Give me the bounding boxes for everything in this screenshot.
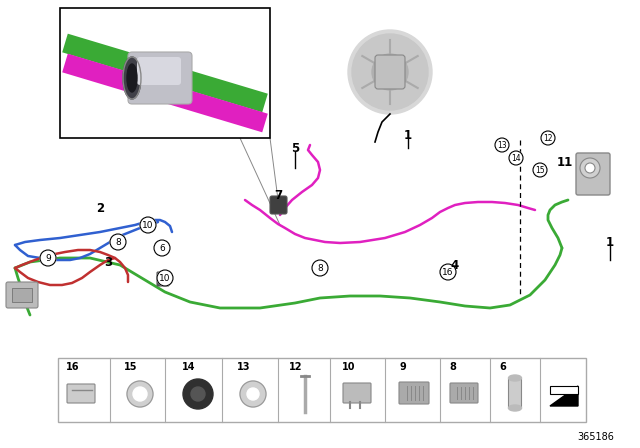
Circle shape: [580, 158, 600, 178]
Circle shape: [509, 151, 523, 165]
FancyBboxPatch shape: [157, 272, 169, 286]
Text: 5: 5: [291, 142, 299, 155]
Bar: [58, 358, 586, 422]
FancyBboxPatch shape: [270, 196, 287, 214]
Circle shape: [585, 163, 595, 173]
Text: 8: 8: [317, 263, 323, 272]
Text: 3: 3: [104, 255, 112, 268]
Text: 12: 12: [543, 134, 553, 142]
Circle shape: [154, 240, 170, 256]
Text: 9: 9: [399, 362, 406, 372]
Text: 6: 6: [159, 244, 165, 253]
Text: 1: 1: [404, 129, 412, 142]
Text: 16: 16: [66, 362, 79, 372]
Text: 12: 12: [289, 362, 303, 372]
Circle shape: [247, 388, 259, 400]
FancyBboxPatch shape: [450, 383, 478, 403]
Circle shape: [380, 62, 400, 82]
Text: 1: 1: [606, 236, 614, 249]
FancyBboxPatch shape: [128, 52, 192, 104]
FancyBboxPatch shape: [6, 282, 38, 308]
Polygon shape: [550, 386, 578, 406]
Circle shape: [440, 264, 456, 280]
Bar: [550, 386, 578, 394]
Text: 10: 10: [342, 362, 355, 372]
Text: 2: 2: [96, 202, 104, 215]
Bar: [508, 378, 521, 408]
Ellipse shape: [127, 64, 137, 92]
Text: 9: 9: [45, 254, 51, 263]
Text: 11: 11: [557, 155, 573, 168]
Circle shape: [191, 387, 205, 401]
Circle shape: [312, 260, 328, 276]
Text: 15: 15: [124, 362, 138, 372]
Circle shape: [352, 34, 428, 110]
FancyBboxPatch shape: [137, 57, 181, 85]
Bar: [12, 288, 32, 302]
Text: 4: 4: [451, 258, 459, 271]
Text: 7: 7: [274, 189, 282, 202]
Ellipse shape: [123, 57, 141, 99]
Circle shape: [495, 138, 509, 152]
Ellipse shape: [509, 405, 522, 411]
Ellipse shape: [509, 375, 522, 381]
Circle shape: [110, 234, 126, 250]
FancyBboxPatch shape: [343, 383, 371, 403]
Text: 10: 10: [159, 273, 171, 283]
Circle shape: [127, 381, 153, 407]
Circle shape: [240, 381, 266, 407]
Text: 16: 16: [442, 267, 454, 276]
Circle shape: [372, 54, 408, 90]
Text: 365186: 365186: [577, 432, 614, 442]
FancyBboxPatch shape: [375, 55, 405, 89]
Circle shape: [157, 270, 173, 286]
Circle shape: [140, 217, 156, 233]
Text: 6: 6: [499, 362, 506, 372]
FancyBboxPatch shape: [576, 153, 610, 195]
Circle shape: [348, 30, 432, 114]
Text: 13: 13: [237, 362, 250, 372]
Circle shape: [183, 379, 213, 409]
Text: 15: 15: [535, 165, 545, 175]
Text: 10: 10: [142, 220, 154, 229]
Circle shape: [40, 250, 56, 266]
Circle shape: [133, 387, 147, 401]
Text: 13: 13: [497, 141, 507, 150]
Circle shape: [541, 131, 555, 145]
Text: 14: 14: [511, 154, 521, 163]
Text: 8: 8: [115, 237, 121, 246]
Bar: [60, 8, 270, 138]
FancyBboxPatch shape: [399, 382, 429, 404]
Text: 8: 8: [449, 362, 456, 372]
Circle shape: [533, 163, 547, 177]
Text: 14: 14: [182, 362, 195, 372]
FancyBboxPatch shape: [67, 384, 95, 403]
